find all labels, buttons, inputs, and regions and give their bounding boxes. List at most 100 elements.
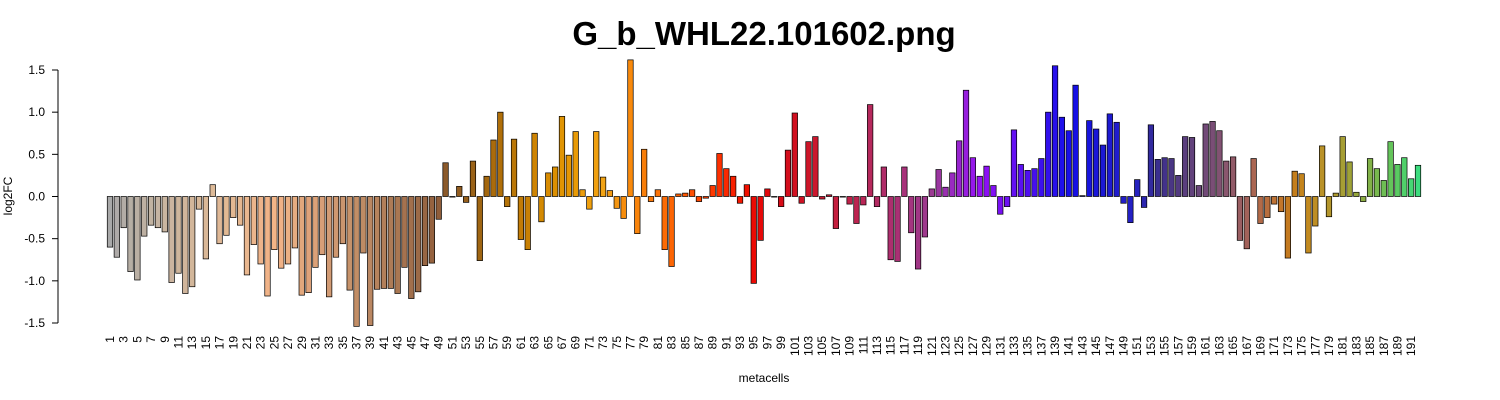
bar-metacell-18 xyxy=(223,196,230,236)
bar-metacell-111 xyxy=(860,196,867,206)
x-tick-label: 113 xyxy=(870,336,884,355)
bar-metacell-190 xyxy=(1401,157,1408,197)
x-tick-label: 169 xyxy=(1253,336,1267,356)
x-tick-label: 135 xyxy=(1021,336,1035,356)
x-tick-label: 157 xyxy=(1171,336,1185,356)
bar-metacell-82 xyxy=(661,196,668,250)
x-tick-label: 45 xyxy=(404,336,418,350)
bar-metacell-21 xyxy=(243,196,251,276)
x-tick-label: 33 xyxy=(322,336,336,350)
bar-metacell-86 xyxy=(688,189,696,197)
bar-metacell-54 xyxy=(469,160,477,197)
bar-metacell-181 xyxy=(1339,136,1346,197)
bar-metacell-53 xyxy=(463,196,470,203)
x-tick-label: 145 xyxy=(1089,336,1103,356)
x-tick-label: 117 xyxy=(897,336,911,355)
bar-metacell-189 xyxy=(1394,164,1401,197)
x-tick-label: 65 xyxy=(541,336,555,350)
x-tick-label: 191 xyxy=(1404,336,1418,356)
bar-metacell-117 xyxy=(901,166,908,197)
bar-metacell-129 xyxy=(983,165,990,197)
bar-metacell-73 xyxy=(599,176,607,197)
bar-metacell-149 xyxy=(1120,196,1127,204)
bar-metacell-162 xyxy=(1209,121,1216,197)
bar-metacell-2 xyxy=(113,196,120,258)
x-tick-label: 163 xyxy=(1212,336,1226,356)
bar-metacell-132 xyxy=(1004,196,1011,207)
x-tick-label: 81 xyxy=(651,336,665,350)
bar-metacell-175 xyxy=(1298,173,1305,197)
bar-metacell-64 xyxy=(538,196,545,223)
bar-metacell-46 xyxy=(415,196,422,293)
bar-metacell-47 xyxy=(421,196,429,267)
bar-metacell-144 xyxy=(1086,120,1093,197)
bars xyxy=(106,59,1422,327)
x-tick-label: 147 xyxy=(1103,336,1117,356)
x-tick-label: 143 xyxy=(1075,336,1089,356)
x-tick-label: 85 xyxy=(678,336,692,350)
x-tick-label: 9 xyxy=(158,336,172,343)
bar-metacell-113 xyxy=(873,196,881,207)
bar-metacell-164 xyxy=(1223,160,1230,197)
x-tick-label: 119 xyxy=(911,336,925,355)
bar-metacell-34 xyxy=(332,196,340,258)
x-tick-label: 179 xyxy=(1322,336,1336,356)
bar-metacell-60 xyxy=(510,138,518,197)
bar-metacell-5 xyxy=(134,196,141,281)
bar-metacell-177 xyxy=(1312,196,1319,227)
bar-metacell-150 xyxy=(1127,196,1134,223)
bar-metacell-89 xyxy=(709,185,716,197)
x-tick-label: 139 xyxy=(1048,336,1062,356)
y-tick-label: 0.0 xyxy=(28,190,45,204)
bar-metacell-185 xyxy=(1366,158,1374,197)
bar-metacell-22 xyxy=(250,196,257,245)
x-tick-label: 105 xyxy=(815,336,829,356)
bar-metacell-105 xyxy=(819,196,826,200)
x-tick-label: 133 xyxy=(1007,336,1021,356)
bar-metacell-100 xyxy=(784,149,792,197)
bar-metacell-84 xyxy=(675,193,682,197)
x-tick-label: 173 xyxy=(1281,336,1295,356)
bar-metacell-69 xyxy=(572,131,579,197)
bar-metacell-58 xyxy=(497,111,504,197)
x-tick-label: 15 xyxy=(199,336,213,350)
bar-metacell-154 xyxy=(1154,159,1161,197)
bar-metacell-1 xyxy=(106,196,114,248)
bar-metacell-153 xyxy=(1147,124,1155,197)
bar-metacell-141 xyxy=(1065,130,1072,197)
bar-metacell-106 xyxy=(825,194,833,197)
x-tick-label: 189 xyxy=(1390,336,1404,356)
bar-metacell-191 xyxy=(1408,178,1415,197)
bar-metacell-146 xyxy=(1099,144,1107,197)
y-tick-label: 0.5 xyxy=(28,147,45,161)
x-tick-label: 7 xyxy=(144,336,158,343)
x-tick-label: 1 xyxy=(103,336,117,343)
bar-metacell-192 xyxy=(1414,164,1422,197)
bar-metacell-48 xyxy=(428,196,435,264)
bar-metacell-173 xyxy=(1284,196,1291,259)
x-tick-label: 93 xyxy=(733,336,747,350)
x-tick-label: 141 xyxy=(1062,336,1076,356)
bar-metacell-151 xyxy=(1134,179,1141,197)
bar-metacell-8 xyxy=(154,196,162,229)
bar-metacell-10 xyxy=(168,196,175,283)
bar-metacell-15 xyxy=(202,196,209,260)
bar-metacell-147 xyxy=(1106,113,1113,197)
bar-metacell-158 xyxy=(1182,136,1189,197)
bar-metacell-97 xyxy=(764,188,771,197)
x-tick-label: 47 xyxy=(418,336,432,350)
bar-metacell-108 xyxy=(839,196,846,198)
x-tick-label: 181 xyxy=(1336,336,1350,356)
x-tick-label: 41 xyxy=(377,336,391,350)
bar-metacell-76 xyxy=(620,196,627,219)
bar-metacell-148 xyxy=(1113,121,1120,197)
bar-metacell-171 xyxy=(1271,196,1278,205)
bar-metacell-35 xyxy=(339,196,346,245)
bar-metacell-75 xyxy=(613,196,620,209)
bar-metacell-101 xyxy=(791,112,798,197)
bar-metacell-85 xyxy=(682,192,689,197)
bar-metacell-110 xyxy=(853,196,860,224)
bar-metacell-95 xyxy=(750,196,757,284)
x-tick-label: 177 xyxy=(1308,336,1322,356)
x-tick-label: 55 xyxy=(473,336,487,350)
